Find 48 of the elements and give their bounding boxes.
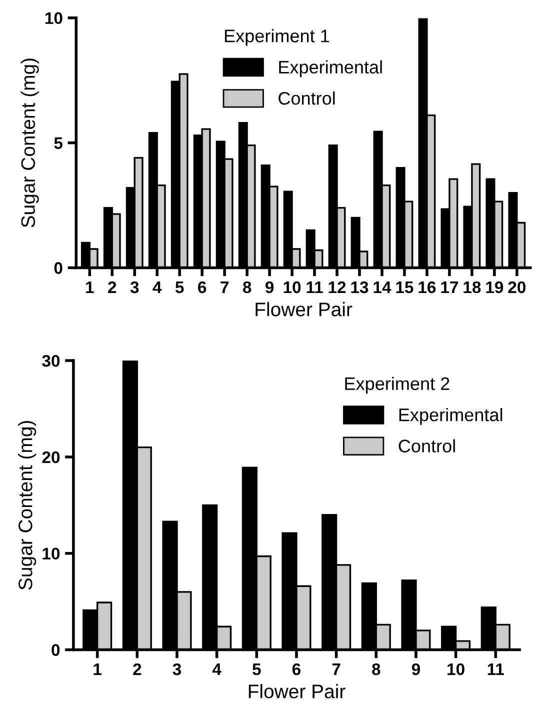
y-tick-label: 20 [42,451,60,464]
x-tick-label: 7 [332,664,340,676]
legend-label: Control [398,439,455,452]
x-tick-label: 3 [172,663,182,676]
y-tick-label: 0 [52,644,60,656]
y-tick-label: 5 [54,137,62,150]
legend-title: Experiment 1 [224,29,330,46]
x-tick-label: 8 [242,281,252,294]
x-tick-label: 13 [351,281,368,294]
legend-label: Experimental [279,60,382,78]
x-tick-label: 1 [94,664,102,676]
x-tick-label: 9 [265,281,274,294]
x-tick-label: 6 [198,281,206,294]
x-tick-label: 4 [212,664,222,676]
x-tick-label: 7 [220,282,228,294]
x-tick-label: 8 [372,663,380,676]
x-tick-label: 5 [252,664,261,676]
x-tick-label: 17 [441,282,458,294]
x-tick-label: 16 [418,281,436,294]
y-tick-label: 30 [42,354,60,367]
x-tick-label: 18 [464,281,481,294]
x-tick-label: 9 [412,663,420,676]
y-tick-label: 10 [45,12,62,24]
x-tick-label: 20 [508,281,526,294]
x-tick-label: 1 [86,282,94,294]
x-tick-label: 6 [292,663,301,676]
x-tick-label: 12 [328,281,346,294]
legend-title: Experiment 2 [345,376,450,394]
x-tick-label: 19 [486,281,504,294]
x-tick-label: 14 [374,282,392,294]
legend-label: Experimental [399,408,502,425]
x-tick-label: 2 [133,663,142,676]
x-tick-label: 3 [130,281,139,294]
x-tick-label: 4 [152,282,162,294]
x-tick-label: 2 [108,281,116,294]
x-tick-label: 11 [488,664,504,676]
x-tick-label: 5 [175,282,184,294]
x-tick-label: 10 [284,281,301,294]
x-tick-label: 10 [448,663,464,676]
y-axis-title: Sugar Content (mg) [18,420,36,590]
legend-label: Control [278,91,335,105]
x-axis-title: Flower Pair [248,684,346,698]
x-tick-label: 11 [306,282,323,294]
x-tick-label: 15 [396,282,414,294]
y-tick-label: 10 [42,548,60,560]
x-axis-title: Flower Pair [256,302,352,316]
y-axis-title: Sugar Content (mg) [20,58,39,228]
y-tick-label: 0 [54,262,62,274]
